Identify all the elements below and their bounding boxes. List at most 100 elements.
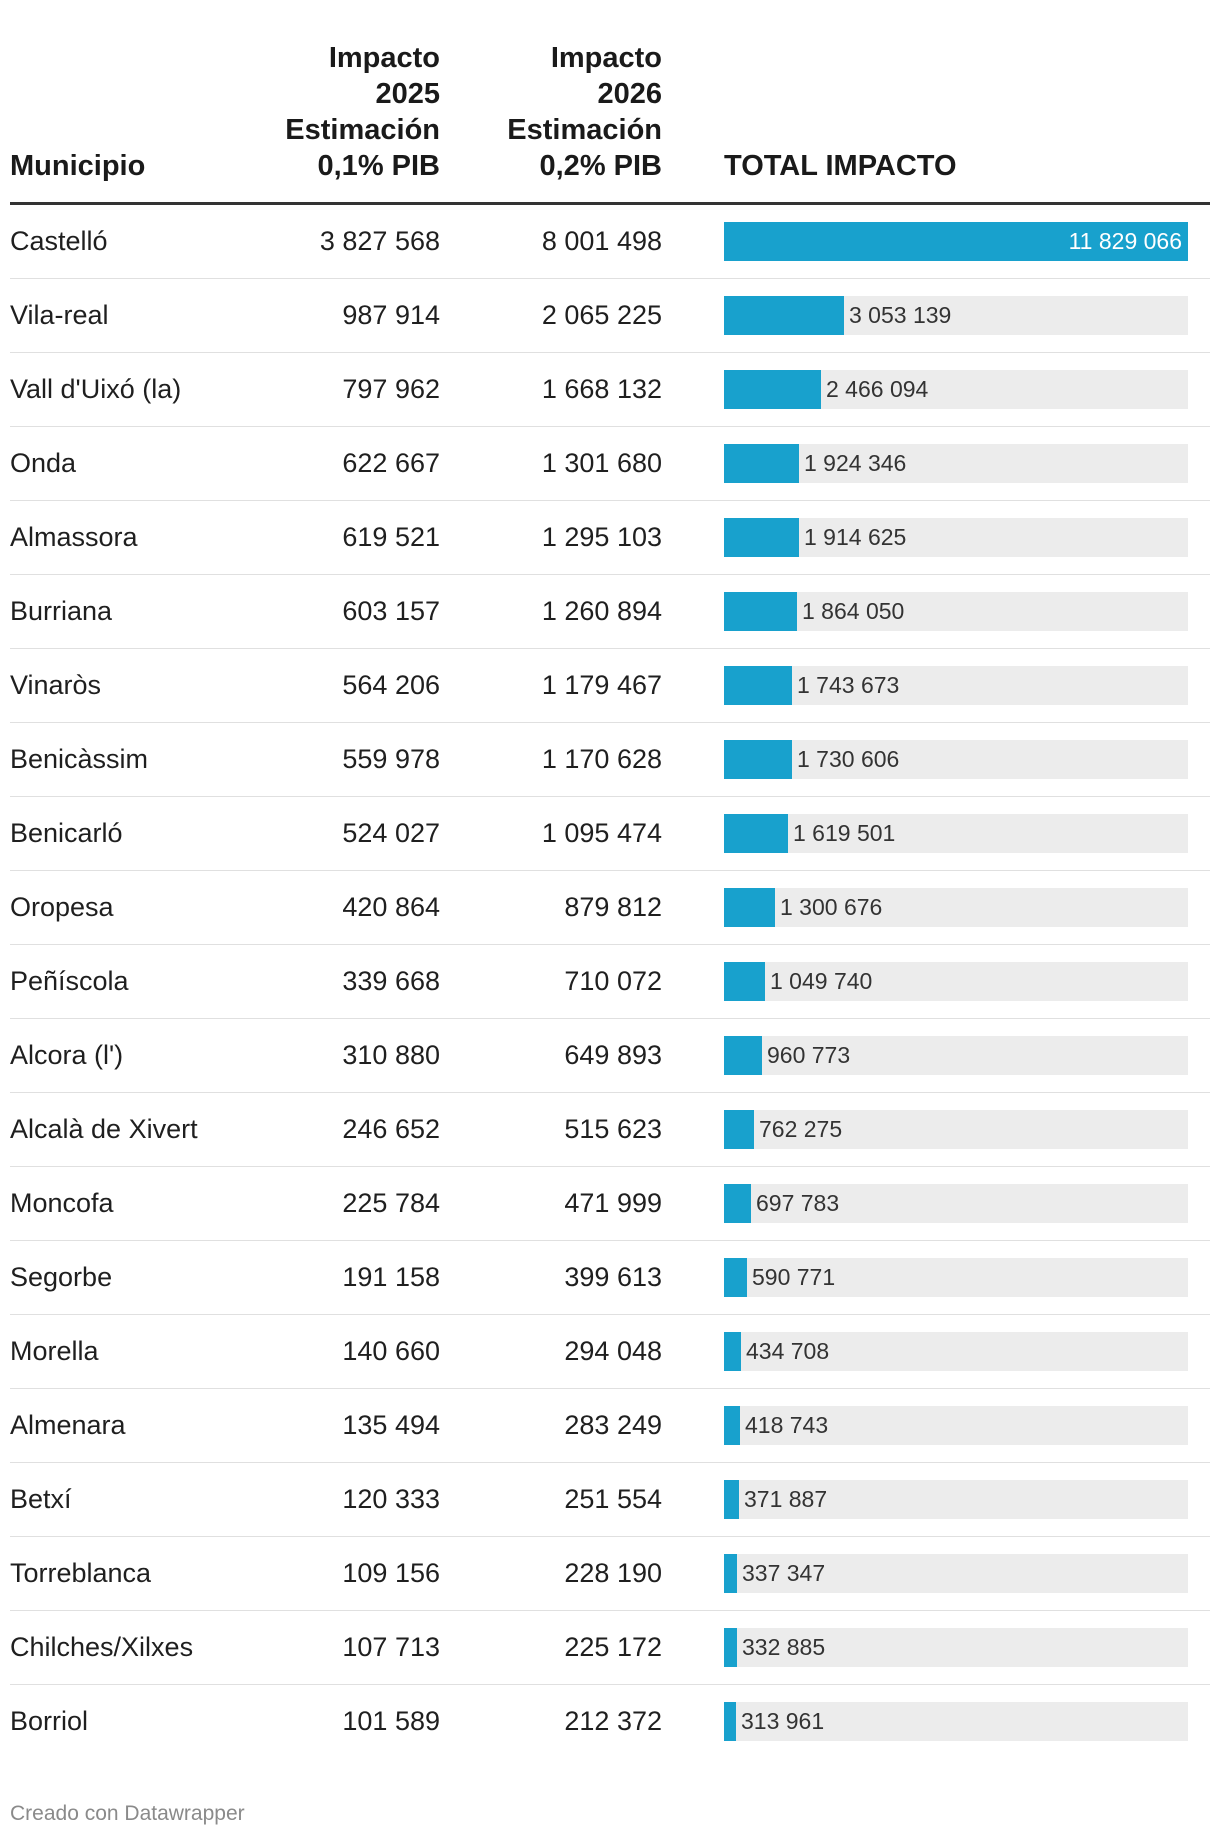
bar-value-label: 960 773 [767, 1042, 851, 1068]
table-body: Castelló 3 827 568 8 001 498 11 829 066 Vila… [10, 203, 1210, 1759]
cell-total-impacto: 762 275 [724, 1092, 1210, 1167]
cell-impacto-2026: 8 001 498 [440, 203, 662, 279]
cell-municipio: Almassora [10, 500, 230, 575]
cell-municipio: Borriol [10, 1706, 89, 1736]
bar [724, 1036, 762, 1075]
header-impacto-2026: Impacto 2026 Estimación 0,2% PIB [440, 40, 663, 205]
cell-municipio: Onda [10, 426, 230, 501]
cell-impacto-2025: 135 494 [230, 1388, 440, 1463]
cell-spacer [662, 500, 724, 575]
bar [724, 1258, 747, 1297]
cell-impacto-2026: 1 301 680 [440, 426, 662, 501]
table-row: Oropesa 420 864 879 812 1 300 676 [10, 870, 1210, 945]
header-spacer [662, 40, 724, 205]
cell-total-impacto: 1 914 625 [724, 500, 1210, 575]
cell-total-impacto: 1 743 673 [724, 648, 1210, 723]
cell-impacto-2025: 559 978 [230, 722, 440, 797]
bar [724, 518, 799, 557]
table-row: Burriana 603 157 1 260 894 1 864 050 [10, 574, 1210, 649]
cell-total-impacto: 1 924 346 [724, 426, 1210, 501]
table-row: Torreblanca 109 156 228 190 337 347 [10, 1536, 1210, 1611]
cell-impacto-2026: 879 812 [440, 870, 662, 945]
cell-municipio: Moncofa [10, 1166, 230, 1241]
bar-value-label: 337 347 [742, 1560, 826, 1586]
bar [724, 740, 792, 779]
cell-municipio: Vinaròs [10, 648, 230, 723]
bar-value-label: 332 885 [742, 1634, 826, 1660]
cell-municipio: Vall d'Uixó (la) [10, 352, 230, 427]
cell-spacer [662, 1462, 724, 1537]
cell-impacto-2025: 191 158 [230, 1240, 440, 1315]
cell-impacto-2026: 710 072 [440, 944, 662, 1019]
bar-value-label: 313 961 [741, 1708, 825, 1734]
bar-track: 337 347 [724, 1554, 1188, 1593]
bar [724, 1406, 740, 1445]
bar-track: 590 771 [724, 1258, 1188, 1297]
bar [724, 888, 775, 927]
cell-impacto-2026: 2 065 225 [440, 278, 662, 353]
cell-spacer [662, 1685, 724, 1759]
bar-value-label: 1 743 673 [797, 672, 900, 698]
cell-spacer [662, 426, 724, 501]
cell-municipio: Torreblanca [10, 1536, 230, 1611]
cell-impacto-2025: 987 914 [230, 278, 440, 353]
bar-value-label: 1 730 606 [797, 746, 900, 772]
cell-impacto-2026: 515 623 [440, 1092, 662, 1167]
header-2026-line: 0,2% PIB [539, 150, 663, 182]
bar [724, 222, 1188, 261]
cell-spacer [662, 352, 724, 427]
bar-track: 1 743 673 [724, 666, 1188, 705]
cell-spacer [662, 1314, 724, 1389]
bar-value-label: 1 914 625 [804, 524, 907, 550]
header-2026-line: 2026 [597, 78, 662, 110]
bar-value-label: 2 466 094 [826, 376, 929, 402]
cell-impacto-2026: 1 260 894 [440, 574, 662, 649]
cell-impacto-2025: 101 589 [342, 1706, 440, 1736]
cell-total-impacto: 1 300 676 [724, 870, 1210, 945]
cell-impacto-2026: 399 613 [440, 1240, 662, 1315]
bar-value-label: 590 771 [752, 1264, 836, 1290]
bar-value-label: 418 743 [745, 1412, 829, 1438]
cell-impacto-2026: 294 048 [440, 1314, 662, 1389]
table-row: Borriol 101 589 212 372 313 961 [10, 1685, 1210, 1759]
table-row: Vall d'Uixó (la) 797 962 1 668 132 2 466 09… [10, 352, 1210, 427]
cell-spacer [662, 722, 724, 797]
table-row: Segorbe 191 158 399 613 590 771 [10, 1240, 1210, 1315]
bar-track: 332 885 [724, 1628, 1188, 1667]
bar [724, 296, 844, 335]
bar-value-label: 11 829 066 [1068, 228, 1182, 254]
cell-total-impacto: 697 783 [724, 1166, 1210, 1241]
header-2025-line: Estimación [285, 114, 440, 146]
bar-value-label: 3 053 139 [849, 302, 952, 328]
cell-total-impacto: 332 885 [724, 1610, 1210, 1685]
header-municipio: Municipio [10, 40, 230, 205]
cell-impacto-2026: 471 999 [440, 1166, 662, 1241]
cell-total-impacto: 1 864 050 [724, 574, 1210, 649]
cell-spacer [662, 203, 724, 279]
cell-impacto-2026: 1 668 132 [440, 352, 662, 427]
table-row: Almassora 619 521 1 295 103 1 914 625 [10, 500, 1210, 575]
cell-impacto-2025: 246 652 [230, 1092, 440, 1167]
cell-total-impacto: 1 049 740 [724, 944, 1210, 1019]
cell-total-impacto: 371 887 [724, 1462, 1210, 1537]
table-row: Peñíscola 339 668 710 072 1 049 740 [10, 944, 1210, 1019]
cell-impacto-2025: 622 667 [230, 426, 440, 501]
bar-track: 2 466 094 [724, 370, 1188, 409]
table-row: Alcora (l') 310 880 649 893 960 773 [10, 1018, 1210, 1093]
bar [724, 1480, 739, 1519]
cell-spacer [662, 574, 724, 649]
bar [724, 1332, 741, 1371]
bar-track: 1 049 740 [724, 962, 1188, 1001]
bar-track: 1 730 606 [724, 740, 1188, 779]
cell-impacto-2026: 649 893 [440, 1018, 662, 1093]
cell-spacer [662, 1536, 724, 1611]
table-row: Castelló 3 827 568 8 001 498 11 829 066 [10, 203, 1210, 279]
cell-impacto-2025: 339 668 [230, 944, 440, 1019]
cell-spacer [662, 870, 724, 945]
cell-spacer [662, 1240, 724, 1315]
cell-impacto-2025: 420 864 [230, 870, 440, 945]
table-row: Almenara 135 494 283 249 418 743 [10, 1388, 1210, 1463]
table-row: Betxí 120 333 251 554 371 887 [10, 1462, 1210, 1537]
cell-impacto-2025: 225 784 [230, 1166, 440, 1241]
bar-value-label: 434 708 [746, 1338, 830, 1364]
